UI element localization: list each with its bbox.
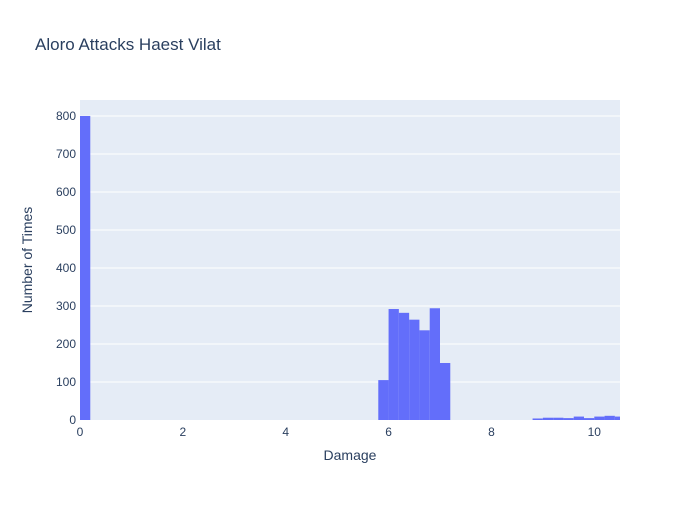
histogram-bar[interactable]: [542, 417, 554, 420]
histogram-bar[interactable]: [80, 115, 91, 420]
x-tick-label: 8: [488, 425, 495, 439]
x-tick-label: 4: [282, 425, 289, 439]
y-tick-label: 300: [56, 299, 76, 313]
histogram-bar[interactable]: [614, 416, 620, 420]
histogram-bar[interactable]: [378, 380, 389, 420]
plot-background: [80, 100, 620, 420]
y-tick-label: 400: [56, 261, 76, 275]
y-tick-label: 500: [56, 223, 76, 237]
histogram-bar[interactable]: [573, 416, 584, 420]
y-tick-label: 100: [56, 375, 76, 389]
gridlines: [80, 115, 620, 383]
x-tick-label: 6: [385, 425, 392, 439]
y-tick-label: 200: [56, 337, 76, 351]
histogram-bar[interactable]: [419, 330, 430, 420]
tick-labels: 0 100 200 300 400 500 600 700 800 0 2 4 6 8 10: [56, 109, 601, 439]
histogram-bar[interactable]: [594, 416, 605, 420]
x-tick-label: 0: [77, 425, 84, 439]
histogram-bar[interactable]: [584, 418, 595, 420]
chart-title: Aloro Attacks Haest Vilat: [35, 35, 221, 54]
y-tick-label: 700: [56, 147, 76, 161]
y-tick-label: 600: [56, 185, 76, 199]
histogram-bar[interactable]: [388, 309, 399, 420]
x-tick-label: 10: [588, 425, 602, 439]
x-axis-label: Damage: [324, 447, 377, 463]
histogram-bar[interactable]: [563, 418, 574, 420]
y-axis-label: Number of Times: [19, 207, 35, 314]
histogram-bar[interactable]: [532, 418, 543, 420]
bars: [80, 115, 620, 420]
histogram-bar[interactable]: [429, 308, 440, 420]
histogram-bar[interactable]: [440, 362, 451, 420]
histogram-bar[interactable]: [398, 312, 410, 420]
histogram-bar[interactable]: [409, 319, 420, 420]
histogram-bar[interactable]: [604, 415, 615, 420]
y-tick-label: 0: [69, 413, 76, 427]
y-tick-label: 800: [56, 109, 76, 123]
x-tick-label: 2: [180, 425, 187, 439]
histogram-bar[interactable]: [553, 417, 564, 420]
